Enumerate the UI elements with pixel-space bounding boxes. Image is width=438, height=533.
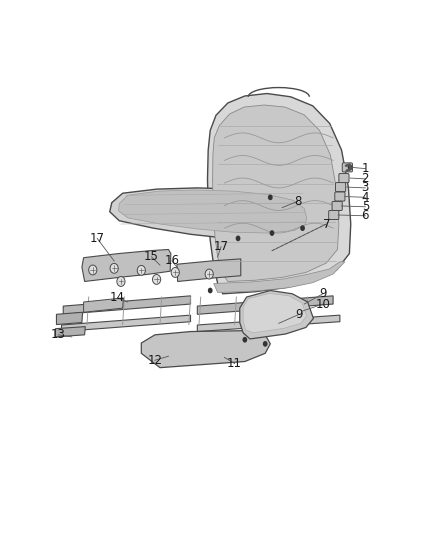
Circle shape: [137, 265, 145, 276]
Polygon shape: [197, 296, 333, 314]
Text: 6: 6: [362, 209, 369, 222]
FancyBboxPatch shape: [328, 211, 339, 220]
Circle shape: [236, 236, 240, 241]
Text: 9: 9: [295, 308, 303, 321]
FancyBboxPatch shape: [336, 183, 346, 191]
Circle shape: [208, 288, 212, 293]
Polygon shape: [63, 296, 191, 314]
Polygon shape: [84, 298, 124, 312]
FancyBboxPatch shape: [339, 174, 349, 183]
Polygon shape: [141, 330, 270, 368]
Polygon shape: [208, 93, 351, 294]
Polygon shape: [110, 188, 314, 240]
Polygon shape: [212, 105, 339, 281]
FancyBboxPatch shape: [335, 192, 345, 201]
Circle shape: [117, 277, 125, 286]
Polygon shape: [197, 315, 340, 332]
Text: 8: 8: [294, 195, 301, 208]
Text: 13: 13: [51, 328, 66, 341]
Text: 17: 17: [90, 232, 105, 245]
Circle shape: [268, 195, 273, 200]
FancyBboxPatch shape: [332, 201, 342, 211]
Circle shape: [171, 268, 179, 277]
Circle shape: [152, 274, 161, 284]
Circle shape: [88, 265, 97, 275]
Text: 17: 17: [214, 240, 229, 253]
Polygon shape: [240, 290, 314, 339]
Polygon shape: [243, 293, 307, 333]
Text: 5: 5: [362, 200, 369, 213]
Polygon shape: [57, 312, 83, 325]
Text: 4: 4: [362, 191, 369, 204]
Circle shape: [110, 263, 118, 273]
Text: 1: 1: [362, 162, 369, 175]
Polygon shape: [82, 249, 171, 281]
Text: 9: 9: [319, 287, 327, 300]
FancyBboxPatch shape: [342, 163, 353, 172]
Polygon shape: [61, 315, 191, 332]
Text: 12: 12: [148, 354, 162, 367]
Polygon shape: [119, 190, 307, 233]
Circle shape: [263, 341, 268, 347]
Text: 7: 7: [322, 217, 330, 230]
Text: 2: 2: [362, 172, 369, 185]
Circle shape: [270, 230, 274, 236]
Circle shape: [205, 269, 213, 279]
Text: 10: 10: [315, 297, 330, 311]
Polygon shape: [214, 262, 345, 293]
Text: 14: 14: [110, 292, 125, 304]
Text: 15: 15: [144, 251, 159, 263]
Text: 11: 11: [227, 357, 242, 370]
Circle shape: [300, 225, 305, 231]
Circle shape: [243, 337, 247, 343]
Text: 16: 16: [164, 254, 179, 268]
Circle shape: [348, 165, 353, 170]
Text: 3: 3: [362, 181, 369, 195]
Polygon shape: [56, 327, 85, 337]
Polygon shape: [177, 259, 241, 281]
